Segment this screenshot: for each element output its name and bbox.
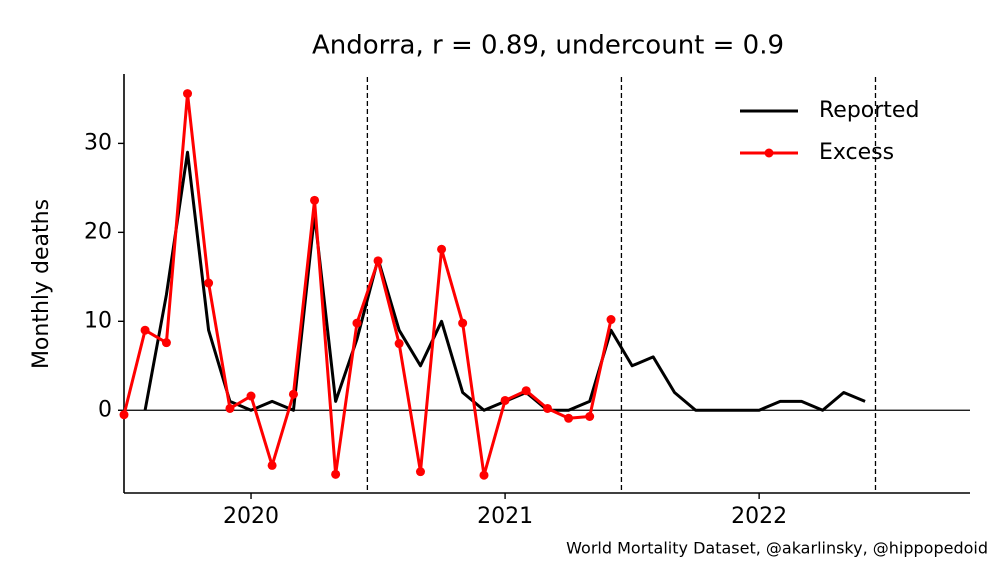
point xyxy=(479,470,489,480)
chart-title: Andorra, r = 0.89, undercount = 0.9 xyxy=(312,31,784,61)
point xyxy=(119,410,129,420)
point xyxy=(140,325,150,335)
point xyxy=(267,460,277,470)
point xyxy=(606,315,616,325)
y-tick-label: 30 xyxy=(84,130,112,155)
point xyxy=(415,467,425,477)
series-line xyxy=(143,150,866,412)
point xyxy=(373,256,383,266)
point xyxy=(288,389,298,399)
point xyxy=(352,318,362,328)
point xyxy=(331,469,341,479)
y-axis-label: Monthly deaths xyxy=(29,199,54,369)
legend-marker xyxy=(764,148,774,158)
point xyxy=(204,278,214,288)
point xyxy=(521,386,531,396)
point xyxy=(161,338,171,348)
point xyxy=(183,89,193,99)
x-tick-label: 2022 xyxy=(731,504,787,529)
y-tick-label: 0 xyxy=(98,397,112,422)
source: World Mortality Dataset, @akarlinsky, @h… xyxy=(566,539,988,558)
point xyxy=(225,403,235,413)
point xyxy=(437,244,447,254)
point xyxy=(458,318,468,328)
y-tick-label: 10 xyxy=(84,308,112,333)
x-tick-label: 2020 xyxy=(223,504,279,529)
legend-label: Excess xyxy=(819,140,894,165)
point xyxy=(564,413,574,423)
legend-label: Reported xyxy=(819,98,919,123)
point xyxy=(500,395,510,405)
point xyxy=(585,411,595,421)
point xyxy=(543,403,553,413)
point xyxy=(310,195,320,205)
point xyxy=(394,339,404,349)
series-line xyxy=(122,92,613,477)
y-tick-label: 20 xyxy=(84,219,112,244)
x-tick-label: 2021 xyxy=(477,504,533,529)
point xyxy=(246,391,256,401)
